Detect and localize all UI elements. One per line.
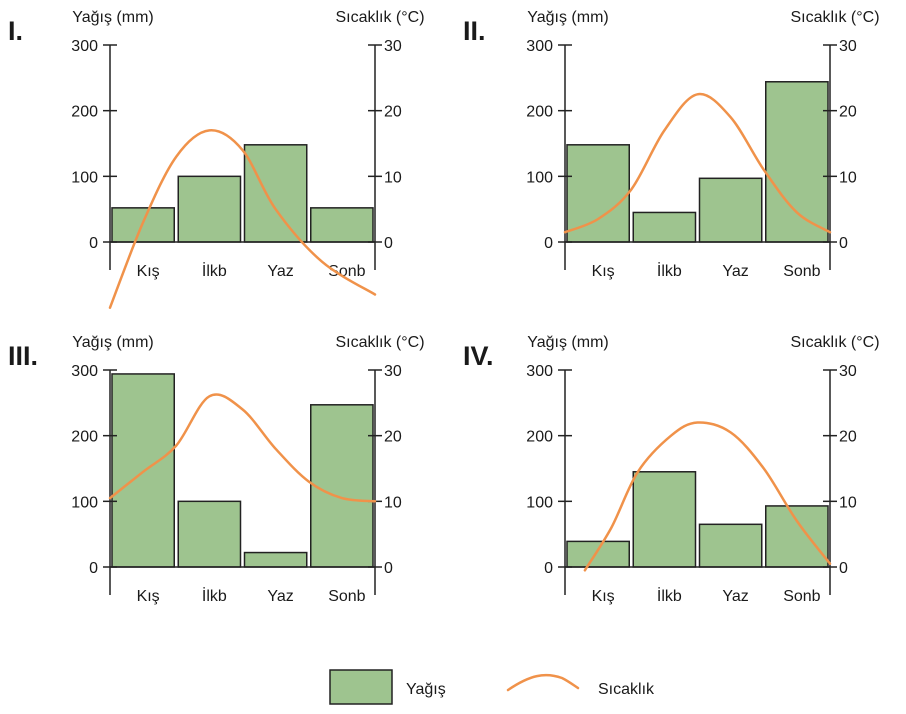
- bar-Sonb: [765, 81, 829, 243]
- bar-İlkb: [632, 471, 697, 568]
- y-tick-label-right: 20: [839, 104, 857, 121]
- y-tick-label-left: 300: [526, 38, 553, 55]
- x-tick-label: İlkb: [202, 261, 227, 280]
- y-axis-right-label: Sıcaklık (°C): [790, 334, 879, 351]
- x-tick-label: İlkb: [657, 261, 682, 280]
- y-tick-label-left: 200: [526, 429, 553, 446]
- y-tick-label-left: 200: [71, 429, 98, 446]
- y-tick-label-right: 10: [839, 494, 857, 511]
- y-tick-label-left: 300: [71, 38, 98, 55]
- x-tick-label: Kış: [137, 263, 160, 280]
- bar-İlkb: [177, 175, 242, 243]
- x-tick-label: Sonb: [783, 263, 820, 280]
- x-tick-label: Kış: [592, 588, 615, 605]
- y-tick-label-right: 10: [384, 169, 402, 186]
- y-tick-label-left: 300: [71, 363, 98, 380]
- bar-Yaz: [698, 177, 763, 243]
- legend-bar-label: Yağış: [406, 681, 446, 698]
- legend-line-label: Sıcaklık: [598, 681, 655, 698]
- panel-title: II.: [463, 16, 486, 46]
- x-tick-label: Kış: [137, 588, 160, 605]
- chart-panel-2: II. Yağış (mm) Sıcaklık (°C) 0 100 200 300 0 10 2…: [463, 9, 880, 280]
- y-tick-label-right: 30: [839, 363, 857, 380]
- y-tick-label-right: 10: [839, 169, 857, 186]
- panel-title: I.: [8, 16, 23, 46]
- y-tick-label-right: 20: [384, 104, 402, 121]
- y-tick-label-left: 200: [71, 104, 98, 121]
- x-tick-label: Sonb: [328, 263, 365, 280]
- y-tick-label-right: 30: [384, 38, 402, 55]
- legend: Yağış Sıcaklık: [329, 669, 655, 705]
- y-tick-label-right: 0: [839, 235, 848, 252]
- bar-Sonb: [765, 505, 829, 568]
- x-tick-label: Sonb: [328, 588, 365, 605]
- y-tick-label-left: 100: [71, 494, 98, 511]
- x-tick-label: Sonb: [783, 588, 820, 605]
- legend-bar-swatch: [329, 669, 393, 705]
- y-tick-label-left: 0: [89, 560, 98, 577]
- y-tick-label-left: 0: [544, 235, 553, 252]
- bar-İlkb: [177, 500, 242, 568]
- y-axis-right-label: Sıcaklık (°C): [335, 334, 424, 351]
- bar-Yaz: [243, 144, 308, 243]
- y-tick-label-right: 0: [839, 560, 848, 577]
- y-tick-label-right: 10: [384, 494, 402, 511]
- x-tick-label: Yaz: [267, 263, 293, 280]
- chart-panel-1: I. Yağış (mm) Sıcaklık (°C) 0 100 200 300 0 10 20…: [8, 9, 425, 309]
- x-tick-label: İlkb: [657, 586, 682, 605]
- chart-panel-3: III. Yağış (mm) Sıcaklık (°C) 0 100 200 300 0 10…: [8, 334, 425, 605]
- bar-Yaz: [698, 523, 763, 568]
- y-tick-label-left: 200: [526, 104, 553, 121]
- y-tick-label-right: 0: [384, 560, 393, 577]
- y-axis-left-label: Yağış (mm): [527, 334, 608, 351]
- x-tick-label: Yaz: [267, 588, 293, 605]
- y-tick-label-right: 30: [839, 38, 857, 55]
- y-tick-label-right: 30: [384, 363, 402, 380]
- bar-Sonb: [310, 207, 374, 243]
- temperature-line: [108, 129, 377, 309]
- temperature-line: [563, 92, 832, 234]
- bar-Yaz: [243, 551, 308, 568]
- bar-İlkb: [632, 211, 697, 243]
- y-tick-label-right: 20: [839, 429, 857, 446]
- bar-Kış: [566, 540, 630, 568]
- y-tick-label-left: 0: [544, 560, 553, 577]
- y-tick-label-left: 100: [526, 169, 553, 186]
- y-axis-left-label: Yağış (mm): [527, 9, 608, 26]
- x-tick-label: Yaz: [722, 588, 748, 605]
- x-tick-label: Yaz: [722, 263, 748, 280]
- y-tick-label-left: 300: [526, 363, 553, 380]
- x-tick-label: Kış: [592, 263, 615, 280]
- y-tick-label-right: 20: [384, 429, 402, 446]
- y-tick-label-right: 0: [384, 235, 393, 252]
- y-tick-label-left: 0: [89, 235, 98, 252]
- y-axis-left-label: Yağış (mm): [72, 9, 153, 26]
- bar-Sonb: [310, 404, 374, 568]
- y-axis-left-label: Yağış (mm): [72, 334, 153, 351]
- x-tick-label: İlkb: [202, 586, 227, 605]
- y-axis-right-label: Sıcaklık (°C): [790, 9, 879, 26]
- y-tick-label-left: 100: [71, 169, 98, 186]
- panel-title: IV.: [463, 341, 494, 371]
- legend-line-swatch: [506, 673, 580, 692]
- y-axis-right-label: Sıcaklık (°C): [335, 9, 424, 26]
- y-tick-label-left: 100: [526, 494, 553, 511]
- chart-panel-4: IV. Yağış (mm) Sıcaklık (°C) 0 100 200 300 0 10 2…: [463, 334, 880, 605]
- temperature-line: [583, 421, 832, 572]
- panel-title: III.: [8, 341, 38, 371]
- temperature-line: [108, 393, 377, 503]
